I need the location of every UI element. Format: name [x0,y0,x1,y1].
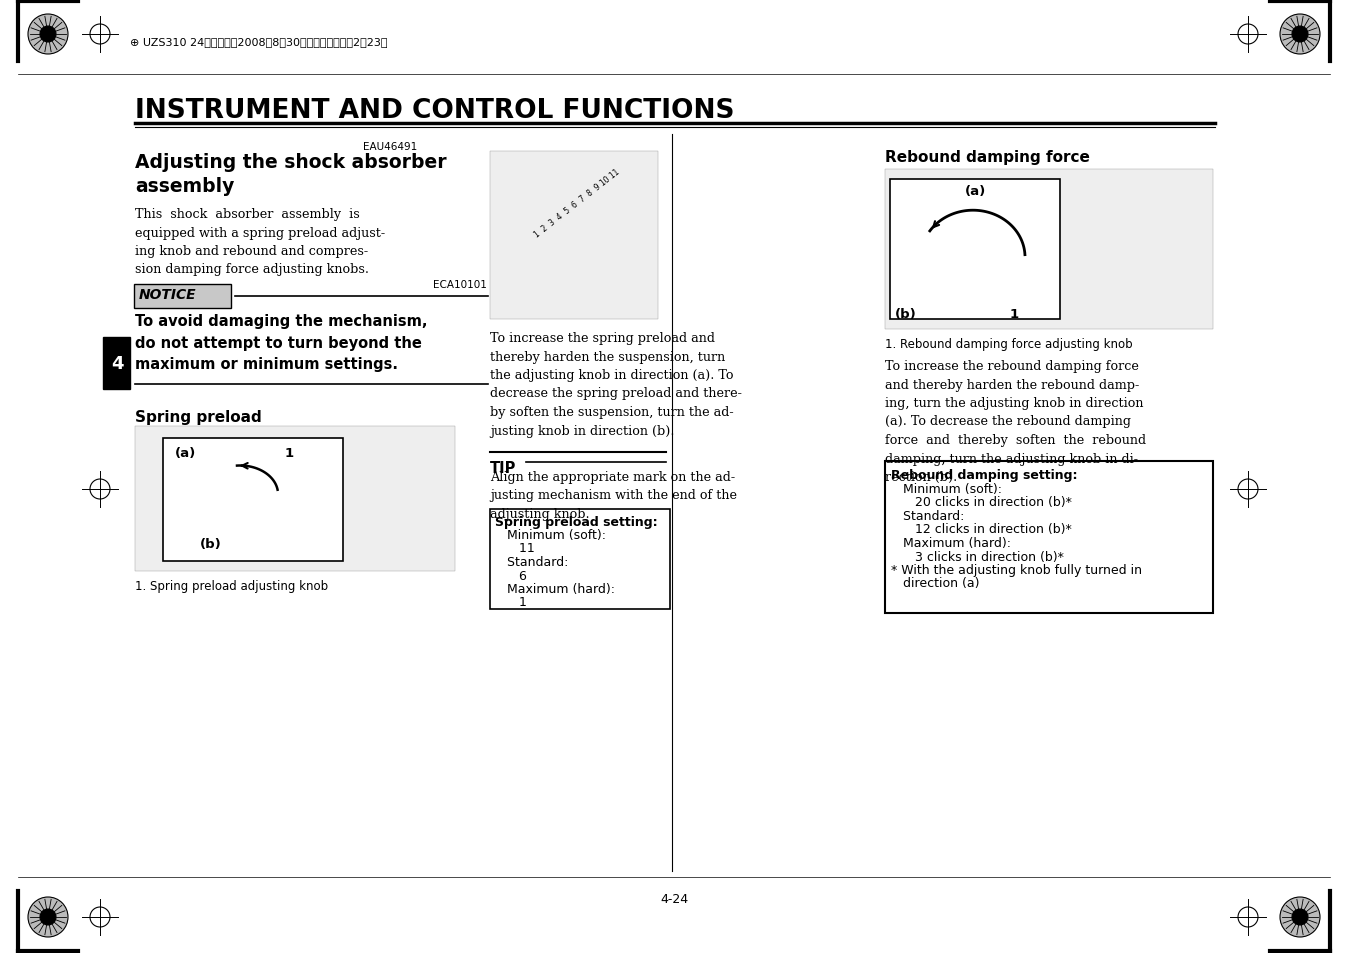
Text: Standard:: Standard: [495,556,569,568]
Text: TIP: TIP [491,460,516,476]
Text: Maximum (hard):: Maximum (hard): [495,582,615,596]
Text: INSTRUMENT AND CONTROL FUNCTIONS: INSTRUMENT AND CONTROL FUNCTIONS [135,98,735,124]
Text: (a): (a) [175,447,197,459]
FancyBboxPatch shape [133,285,231,309]
Text: Adjusting the shock absorber
assembly: Adjusting the shock absorber assembly [135,152,446,195]
Text: Minimum (soft):: Minimum (soft): [891,482,1002,496]
Circle shape [28,897,67,937]
Text: To increase the rebound damping force
and thereby harden the rebound damp-
ing, : To increase the rebound damping force an… [886,359,1146,483]
Text: This  shock  absorber  assembly  is
equipped with a spring preload adjust-
ing k: This shock absorber assembly is equipped… [135,208,386,276]
Text: 1. Spring preload adjusting knob: 1. Spring preload adjusting knob [135,579,328,593]
Text: 20 clicks in direction (b)*: 20 clicks in direction (b)* [891,496,1072,509]
Text: EAU46491: EAU46491 [363,142,417,152]
Bar [491,510,670,609]
Circle shape [1281,897,1320,937]
Text: NOTICE: NOTICE [139,288,197,302]
Text: 1: 1 [1010,308,1019,320]
Text: To increase the spring preload and
thereby harden the suspension, turn
the adjus: To increase the spring preload and there… [491,332,741,437]
Text: 1. Rebound damping force adjusting knob: 1. Rebound damping force adjusting knob [886,337,1132,351]
Text: 1  2  3  4  5  6  7  8  9 10 11: 1 2 3 4 5 6 7 8 9 10 11 [532,168,621,240]
Text: * With the adjusting knob fully turned in: * With the adjusting knob fully turned i… [891,563,1142,577]
Bar [163,438,342,561]
Text: Rebound damping force: Rebound damping force [886,150,1091,165]
Bar [491,152,658,319]
Text: Align the appropriate mark on the ad-
justing mechanism with the end of the
adju: Align the appropriate mark on the ad- ju… [491,471,737,520]
Text: ⊕ UZS310 24ページ　・2008年8月30日　土曜日　午後2時23分: ⊕ UZS310 24ページ ・2008年8月30日 土曜日 午後2時23分 [129,37,387,47]
Text: (b): (b) [200,537,222,551]
Text: Maximum (hard):: Maximum (hard): [891,537,1011,550]
Circle shape [1291,909,1308,925]
Text: direction (a): direction (a) [891,577,980,590]
Text: (a): (a) [965,185,987,198]
Bar [886,461,1213,614]
Text: Spring preload: Spring preload [135,410,262,424]
Bar [102,337,129,390]
Circle shape [40,909,57,925]
Text: 3 clicks in direction (b)*: 3 clicks in direction (b)* [891,550,1064,563]
Text: Rebound damping setting:: Rebound damping setting: [891,469,1077,481]
Text: 12 clicks in direction (b)*: 12 clicks in direction (b)* [891,523,1072,536]
Circle shape [1281,15,1320,55]
Bar [135,427,456,572]
Text: Spring preload setting:: Spring preload setting: [495,516,658,529]
Text: ECA10101: ECA10101 [433,280,487,290]
Text: 6: 6 [495,569,527,582]
Text: (b): (b) [895,308,917,320]
Text: Standard:: Standard: [891,510,964,522]
Text: 4-24: 4-24 [661,892,687,905]
Text: 1: 1 [495,596,527,609]
Text: Minimum (soft):: Minimum (soft): [495,529,607,541]
Bar [890,180,1060,319]
Text: 11: 11 [495,542,535,555]
Circle shape [28,15,67,55]
Bar [886,170,1213,330]
Text: To avoid damaging the mechanism,
do not attempt to turn beyond the
maximum or mi: To avoid damaging the mechanism, do not … [135,314,427,372]
Text: 4: 4 [111,355,123,373]
Text: 1: 1 [284,447,294,459]
Circle shape [1291,27,1308,43]
Circle shape [40,27,57,43]
